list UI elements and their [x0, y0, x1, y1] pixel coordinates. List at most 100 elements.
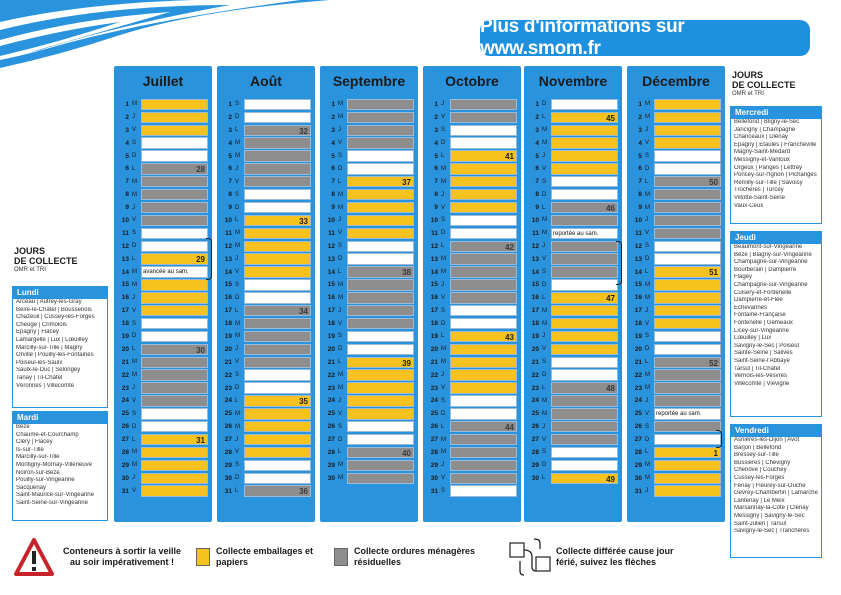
omr-cell: [654, 227, 721, 240]
day-number: 22: [430, 371, 438, 379]
day-letter: D: [441, 320, 446, 327]
day-number: 23: [634, 384, 642, 392]
emballages-cell: 1: [654, 446, 721, 459]
day-row: 19 L 43: [427, 330, 517, 343]
decorative-swoosh: [0, 0, 330, 68]
day-number: 16: [634, 294, 642, 302]
week-number: 49: [606, 474, 615, 484]
day-row: 10 J: [324, 214, 414, 227]
day-number: 20: [327, 345, 335, 353]
day-number: 19: [327, 332, 335, 340]
day-number: 18: [430, 320, 438, 328]
day-number: 25: [327, 410, 335, 418]
day-number: 8: [434, 191, 438, 199]
day-number: 27: [430, 436, 438, 444]
no-collection-cell: [347, 253, 414, 265]
emballages-cell: 37: [347, 176, 414, 188]
emballages-cell: 43: [450, 330, 517, 343]
no-collection-cell: [244, 369, 311, 381]
day-letter: V: [338, 320, 343, 327]
day-number: 23: [531, 384, 539, 392]
no-collection-cell: [347, 433, 414, 446]
day-number: 7: [638, 178, 642, 186]
emballages-cell: [141, 446, 208, 459]
day-letter: S: [645, 243, 650, 250]
day-number: 3: [434, 126, 438, 134]
week-number: 32: [299, 126, 308, 136]
day-letter: S: [441, 397, 446, 404]
day-number: 3: [125, 126, 129, 134]
no-collection-cell: [244, 188, 311, 201]
day-row: 25 M: [528, 407, 618, 420]
day-letter: L: [441, 423, 445, 430]
day-row: 26 D: [118, 420, 208, 433]
day-letter: V: [645, 140, 650, 147]
omr-cell: [654, 214, 721, 227]
day-row: 30 M: [324, 472, 414, 485]
day-letter: S: [338, 333, 343, 340]
day-letter: M: [235, 140, 240, 147]
day-number: 28: [531, 448, 539, 456]
day-letter: L: [441, 243, 445, 250]
commune-entry: Lœuilley | Lux: [734, 335, 772, 342]
day-letter: J: [645, 127, 648, 134]
day-row: 23 J: [118, 382, 208, 395]
no-collection-cell: [551, 279, 618, 291]
omr-cell: [141, 201, 208, 214]
day-number: 12: [531, 242, 539, 250]
day-letter: D: [132, 423, 137, 430]
legend-differee: Collecte différée cause jour férié, suiv…: [508, 532, 696, 582]
commune-entry: Échevannes: [734, 304, 768, 311]
day-row: 22 M: [324, 369, 414, 382]
omr-cell: [450, 253, 517, 265]
omr-cell: [244, 356, 311, 368]
commune-entry: Magny-Saint-Médard: [734, 149, 791, 156]
emballages-cell: [347, 369, 414, 381]
day-row: 23 L 48: [528, 382, 618, 395]
day-letter: V: [645, 320, 650, 327]
commune-entry: Beire-le-Châtel | Boussenois: [16, 306, 92, 313]
commune-entry: Sacquenay: [16, 484, 47, 491]
omr-cell: [141, 214, 208, 227]
info-banner[interactable]: Plus d'informations sur www.smom.fr: [480, 16, 810, 59]
day-number: 19: [121, 332, 129, 340]
day-letter: L: [645, 449, 649, 456]
week-number: 41: [505, 152, 514, 162]
day-letter: V: [132, 488, 137, 495]
day-row: 29 D: [528, 459, 618, 472]
week-number: 48: [606, 384, 615, 394]
day-letter: V: [441, 204, 446, 211]
day-number: 16: [327, 294, 335, 302]
emballages-cell: [141, 459, 208, 472]
no-collection-cell: [244, 279, 311, 291]
day-number: 26: [224, 423, 232, 431]
day-number: 14: [327, 268, 335, 276]
emballages-cell: [450, 201, 517, 214]
day-letter: J: [235, 165, 238, 172]
commune-entry: Lamargelle | Lux | Lœuilley: [16, 336, 88, 343]
day-row: 16 V: [427, 291, 517, 304]
reschedule-arrow-juillet: [206, 238, 212, 280]
day-letter: M: [235, 410, 240, 417]
day-letter: S: [132, 140, 137, 147]
day-row: 30 J: [118, 472, 208, 485]
day-number: 14: [634, 268, 642, 276]
emballages-cell: [141, 472, 208, 484]
day-row: 10 L 33: [221, 214, 311, 227]
reschedule-arrows-icon: [509, 538, 551, 576]
day-number: 4: [125, 139, 129, 147]
day-number: 2: [331, 113, 335, 121]
day-row: 10 V: [118, 214, 208, 227]
day-number: 6: [125, 165, 129, 173]
week-number: 38: [402, 268, 411, 278]
day-row: 16 J: [118, 291, 208, 304]
emballages-cell: [654, 111, 721, 124]
commune-entry: Saint-Seine-sur-Vingeanne: [16, 499, 88, 506]
day-number: 31: [430, 487, 438, 495]
